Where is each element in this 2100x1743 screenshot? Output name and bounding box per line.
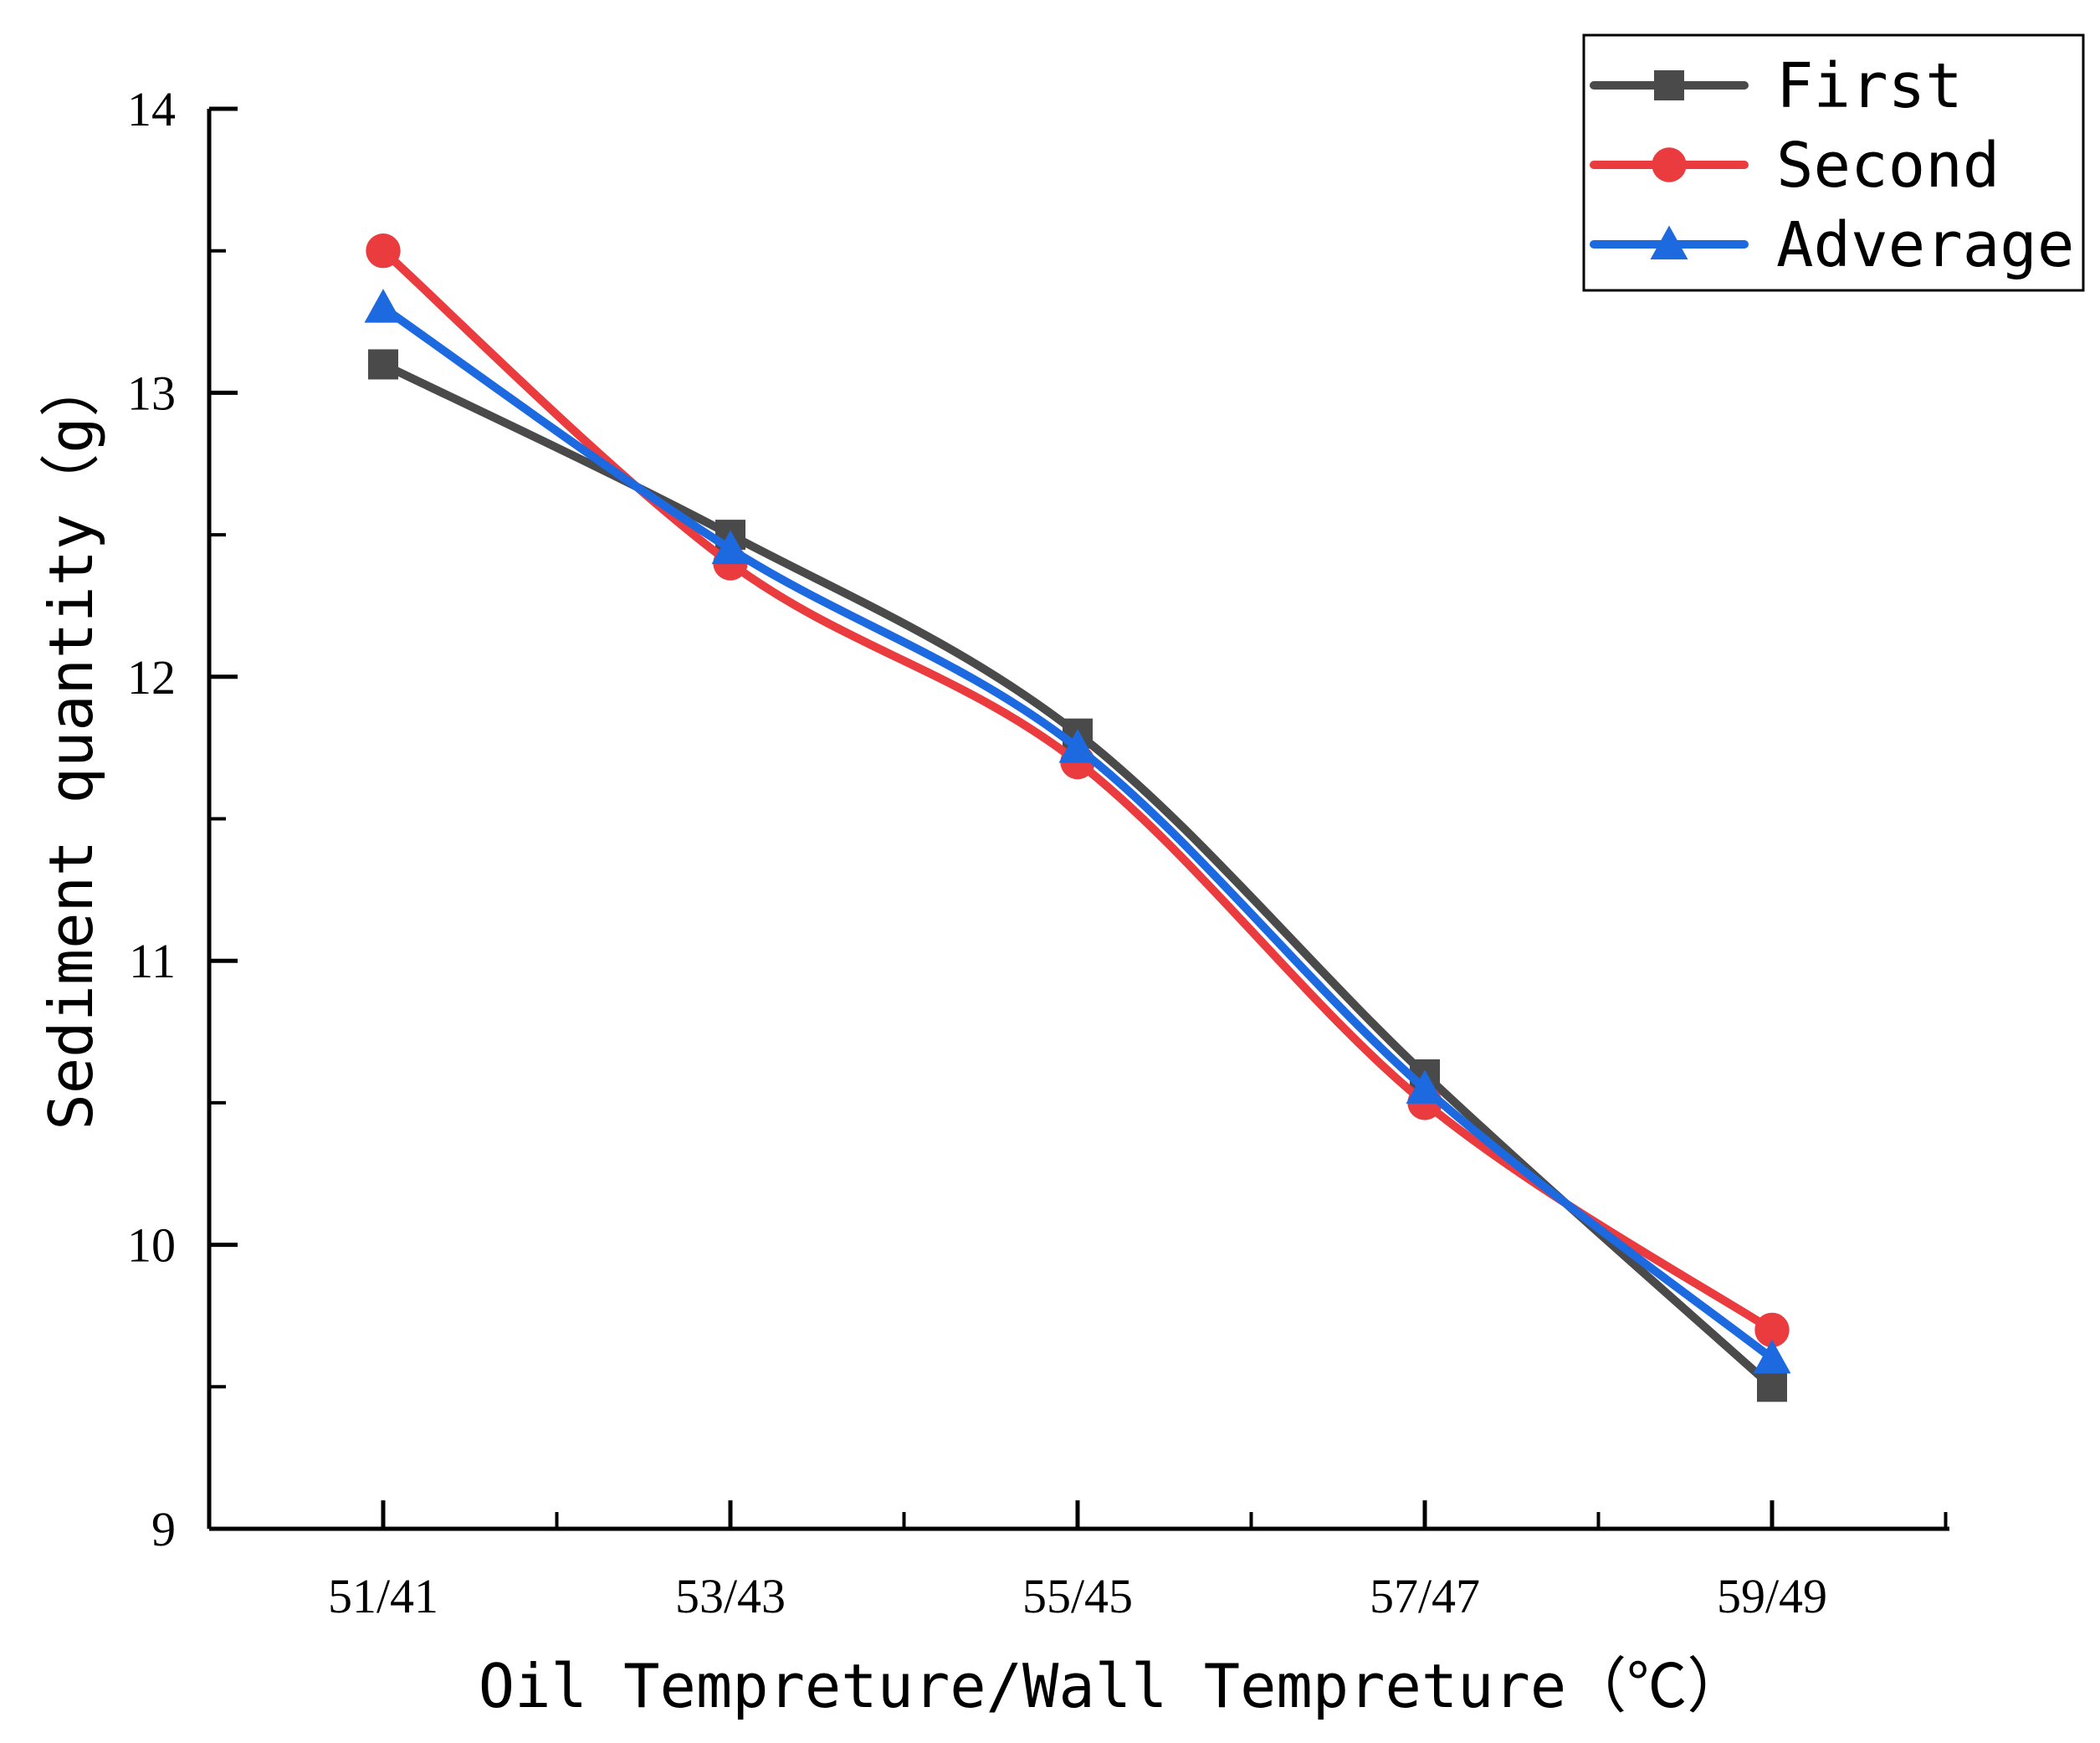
- x-tick-label: 51/41: [328, 1569, 438, 1623]
- marker-triangle: [1753, 1339, 1791, 1374]
- y-tick-label: 9: [151, 1502, 176, 1556]
- y-tick-label: 14: [127, 82, 176, 136]
- x-axis-ticks: 51/41 53/43 55/45 57/47 59/49: [328, 1500, 1948, 1623]
- y-tick-label: 13: [127, 366, 176, 420]
- y-tick-label: 12: [127, 650, 176, 705]
- marker-triangle: [1650, 225, 1688, 259]
- x-tick-label: 57/47: [1370, 1569, 1480, 1623]
- legend-item-second: Second: [1590, 130, 2000, 202]
- y-axis-ticks: 9 10 11 12 13 14: [127, 82, 238, 1556]
- marker-circle: [1652, 147, 1687, 182]
- x-tick-label: 55/45: [1022, 1569, 1133, 1623]
- axes: 9 10 11 12 13 14 51/41 53/43 55/45 57/47 59/49: [127, 82, 1949, 1623]
- marker-triangle: [1058, 729, 1097, 763]
- series: [364, 233, 1791, 1402]
- marker-circle: [1754, 1312, 1790, 1348]
- y-tick-label: 10: [127, 1218, 176, 1273]
- x-tick-label: 59/49: [1717, 1569, 1827, 1623]
- marker-square: [1654, 70, 1684, 100]
- y-tick-label: 11: [129, 934, 176, 988]
- series-second: [366, 233, 1790, 1348]
- marker-circle: [366, 233, 401, 269]
- legend-item-first: First: [1590, 50, 1963, 122]
- series-line: [379, 246, 1776, 1335]
- marker-square: [1757, 1371, 1787, 1402]
- legend-item-adverage: Adverage: [1590, 209, 2074, 281]
- marker-triangle: [364, 289, 402, 323]
- marker-square: [368, 349, 398, 380]
- x-tick-label: 53/43: [675, 1569, 786, 1623]
- legend-label: First: [1776, 50, 1963, 122]
- series-adverage: [364, 289, 1791, 1374]
- x-axis-title: Oil Tempreture/Wall Tempreture（℃）: [479, 1651, 1747, 1721]
- legend-label: Adverage: [1776, 209, 2074, 281]
- series-first: [368, 349, 1787, 1402]
- marker-triangle: [711, 530, 750, 565]
- series-line: [379, 360, 1776, 1392]
- legend-label: Second: [1776, 130, 2000, 202]
- marker-triangle: [1406, 1069, 1444, 1104]
- y-axis-title: Sediment quantity（g）: [36, 356, 106, 1130]
